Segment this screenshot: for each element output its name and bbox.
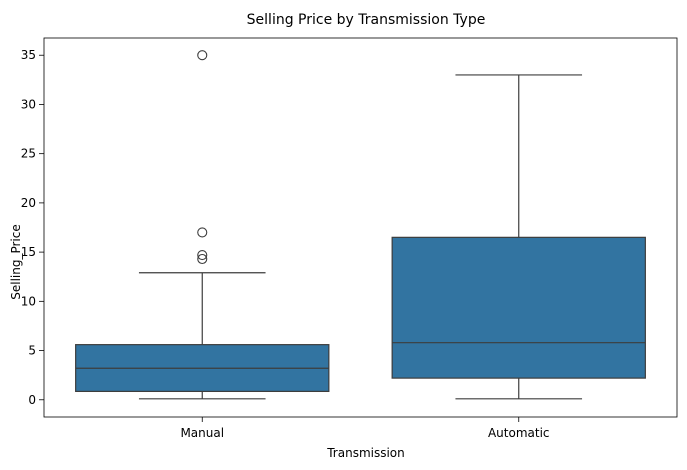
outlier-point (197, 250, 208, 261)
y-tick-label: 25 (21, 147, 36, 161)
chart-title: Selling Price by Transmission Type (247, 12, 486, 28)
plot-area: 0 5 10 15 20 25 30 35 Manual Automatic (21, 37, 678, 440)
x-tick-label: Automatic (488, 426, 550, 440)
outlier-point (197, 253, 208, 265)
iqr-box (391, 236, 646, 379)
y-tick-label: 20 (21, 196, 36, 210)
outlier-point (197, 50, 208, 61)
y-tick-label: 0 (28, 393, 36, 407)
x-tick-label: Manual (180, 426, 224, 440)
y-tick-label: 30 (21, 97, 36, 111)
plot-frame (43, 37, 678, 418)
y-tick-label: 10 (21, 294, 36, 308)
y-tick-label: 35 (21, 48, 36, 62)
y-tick-label: 5 (28, 344, 36, 358)
y-axis-label: Selling_Price (9, 224, 23, 300)
outlier-point (197, 227, 208, 238)
y-tick-label: 15 (21, 245, 36, 259)
x-axis-label: Transmission (326, 446, 405, 460)
